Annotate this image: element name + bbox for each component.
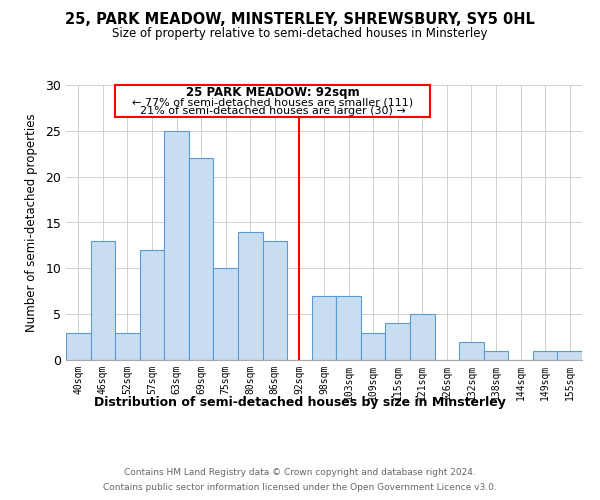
Bar <box>66 332 91 360</box>
Bar <box>140 250 164 360</box>
Text: ← 77% of semi-detached houses are smaller (111): ← 77% of semi-detached houses are smalle… <box>132 97 413 107</box>
Text: 25 PARK MEADOW: 92sqm: 25 PARK MEADOW: 92sqm <box>185 86 359 98</box>
Bar <box>410 314 434 360</box>
Text: 25, PARK MEADOW, MINSTERLEY, SHREWSBURY, SY5 0HL: 25, PARK MEADOW, MINSTERLEY, SHREWSBURY,… <box>65 12 535 28</box>
Bar <box>263 241 287 360</box>
Bar <box>312 296 336 360</box>
Bar <box>238 232 263 360</box>
Text: Contains HM Land Registry data © Crown copyright and database right 2024.: Contains HM Land Registry data © Crown c… <box>124 468 476 477</box>
Text: Contains public sector information licensed under the Open Government Licence v3: Contains public sector information licen… <box>103 483 497 492</box>
Bar <box>91 241 115 360</box>
Text: 21% of semi-detached houses are larger (30) →: 21% of semi-detached houses are larger (… <box>140 106 405 117</box>
Bar <box>557 351 582 360</box>
Bar <box>361 332 385 360</box>
Bar <box>214 268 238 360</box>
Text: Distribution of semi-detached houses by size in Minsterley: Distribution of semi-detached houses by … <box>94 396 506 409</box>
Bar <box>189 158 214 360</box>
Bar <box>164 131 189 360</box>
Y-axis label: Number of semi-detached properties: Number of semi-detached properties <box>25 113 38 332</box>
Bar <box>115 332 140 360</box>
Bar <box>459 342 484 360</box>
Text: Size of property relative to semi-detached houses in Minsterley: Size of property relative to semi-detach… <box>112 28 488 40</box>
Bar <box>533 351 557 360</box>
Bar <box>336 296 361 360</box>
Bar <box>385 324 410 360</box>
Bar <box>484 351 508 360</box>
